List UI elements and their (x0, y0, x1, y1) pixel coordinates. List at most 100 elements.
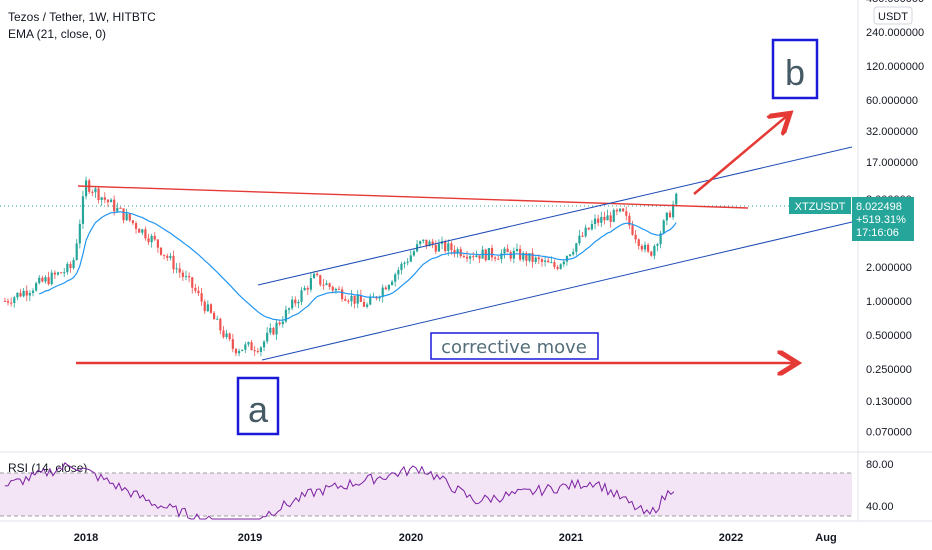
price-axis[interactable]: 480.000000 240.000000 120.000000 60.000000 3… (866, 0, 924, 438)
candle-body (512, 250, 515, 259)
time-tick-aug: Aug (815, 532, 836, 544)
candle-body (534, 257, 537, 262)
candle-body (147, 238, 150, 243)
candle-body (478, 255, 481, 259)
candle-body (565, 255, 569, 262)
candle-body (612, 209, 615, 222)
candle-body (397, 270, 400, 275)
candle-body (653, 245, 656, 256)
candle-body (628, 215, 631, 226)
candle-body (365, 304, 369, 307)
price-badge[interactable] (852, 197, 914, 241)
candle-body (188, 276, 191, 278)
symbol-badge[interactable] (789, 197, 851, 214)
candle-body (509, 252, 512, 259)
price-tick-11: 0.250000 (866, 364, 912, 376)
candle-body (272, 327, 275, 335)
label-b: b (785, 52, 805, 93)
candle-body (50, 272, 53, 285)
candle-body (63, 272, 66, 274)
candle-body (344, 299, 347, 301)
candle-body (291, 299, 294, 309)
channel-lower-line[interactable] (261, 221, 853, 361)
candle-body (425, 239, 428, 247)
channel-upper-line[interactable] (257, 146, 853, 286)
candle-body (668, 212, 672, 218)
currency-label: USDT (878, 11, 908, 23)
candle-body (44, 277, 47, 282)
candle-body (128, 213, 131, 221)
candle-body (175, 268, 178, 270)
candle-body (590, 224, 594, 230)
candle-body (256, 351, 259, 353)
price-tick-3: 60.000000 (866, 95, 918, 107)
candle-body (266, 332, 269, 342)
candle-body (250, 342, 253, 351)
price-badge-value: 8.022498 (856, 201, 902, 213)
candle-body (69, 263, 72, 268)
candle-body (3, 301, 6, 302)
candle-body (450, 243, 453, 251)
candle-body (138, 228, 141, 233)
candle-body (618, 208, 622, 212)
candle-body (38, 277, 41, 284)
price-badge-countdown: 17:16:06 (856, 227, 899, 239)
candle-body (543, 260, 547, 262)
candle-body (472, 256, 475, 258)
candle-body (212, 312, 216, 320)
currency-button[interactable] (873, 6, 913, 25)
candle-body (191, 277, 194, 288)
ema-indicator-label[interactable]: EMA (21, close, 0) (8, 27, 107, 41)
candle-body (384, 287, 387, 290)
candle-body (665, 212, 668, 221)
candle-body (134, 223, 138, 229)
candle-body (428, 241, 431, 247)
label-a-box[interactable] (236, 376, 280, 436)
candle-body (447, 243, 450, 251)
label-b-box[interactable] (771, 38, 819, 100)
price-tick-9: 1.000000 (866, 296, 912, 308)
candle-body (81, 196, 85, 224)
candle-body (159, 247, 163, 255)
price-tick-4: 32.000000 (866, 126, 918, 138)
candle-body (422, 239, 425, 242)
candle-body (647, 244, 650, 252)
candle-body (494, 257, 497, 259)
candle-body (475, 255, 478, 257)
candle-body (334, 288, 337, 291)
candle-body (603, 216, 606, 221)
candle-body (581, 235, 584, 237)
candle-body (84, 180, 88, 197)
candle-body (316, 273, 319, 276)
candle-body (103, 197, 106, 200)
price-tick-0: 480.000000 (866, 0, 924, 5)
candle-body (584, 227, 587, 237)
candle-body (390, 281, 394, 285)
candle-body (640, 245, 643, 250)
upward-arrow[interactable] (693, 115, 788, 195)
candle-body (119, 207, 122, 209)
candle-body (556, 267, 559, 269)
candle-body (328, 283, 331, 287)
candle-body (53, 272, 56, 275)
candle-body (125, 213, 128, 221)
candle-body (13, 297, 16, 304)
time-tick-2018: 2018 (74, 532, 98, 544)
candle-body (456, 249, 459, 254)
candle-body (22, 290, 25, 297)
candle-body (300, 290, 303, 302)
candle-body (100, 197, 103, 201)
candle-body (209, 304, 213, 313)
candle-body (369, 297, 372, 305)
candle-body (6, 301, 10, 303)
rsi-tick-40: 40.00 (866, 501, 894, 513)
price-tick-5: 17.000000 (866, 157, 918, 169)
candle-body (216, 318, 219, 320)
corrective-move-box[interactable] (430, 332, 599, 360)
candle-body (281, 321, 284, 325)
candle-body (297, 301, 300, 304)
descending-trendline[interactable] (77, 185, 749, 209)
candle-body (106, 199, 110, 203)
candle-body (259, 347, 263, 352)
